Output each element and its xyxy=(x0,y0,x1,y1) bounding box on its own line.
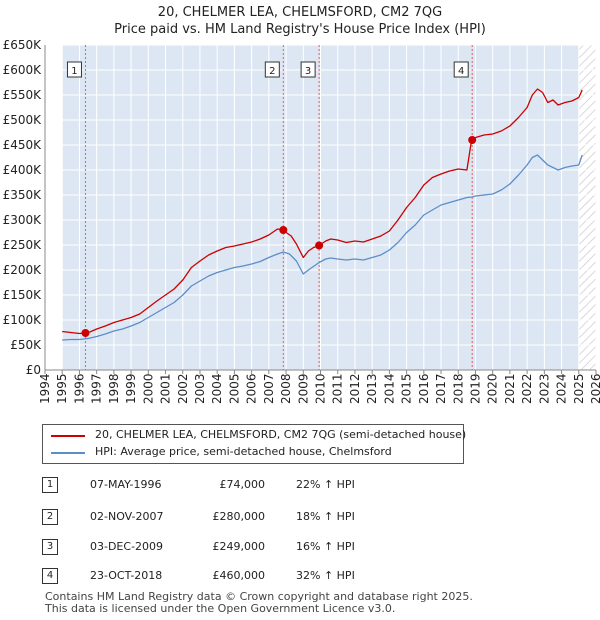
marker-label: 3 xyxy=(305,66,311,77)
sale-point xyxy=(279,226,288,234)
x-tick-label: 2007 xyxy=(262,373,276,404)
x-tick-label: 2012 xyxy=(348,373,362,404)
transaction-hpi-change: 18% ↑ HPI xyxy=(296,510,355,523)
x-tick-label: 2003 xyxy=(193,373,207,404)
transaction-number: 1 xyxy=(42,477,58,493)
y-tick-label: £650K xyxy=(3,38,43,52)
x-tick-label: 1996 xyxy=(72,373,86,404)
legend-property-label: 20, CHELMER LEA, CHELMSFORD, CM2 7QG (se… xyxy=(95,428,467,441)
transaction-hpi-change: 22% ↑ HPI xyxy=(296,478,355,491)
x-tick-label: 2006 xyxy=(245,373,259,404)
y-tick-label: £250K xyxy=(3,238,43,252)
sale-point xyxy=(468,136,477,144)
transaction-number: 2 xyxy=(42,509,58,525)
sale-point xyxy=(315,241,324,250)
legend-property-swatch xyxy=(51,435,85,437)
x-tick-label: 2014 xyxy=(382,373,396,404)
chart-subtitle: Price paid vs. HM Land Registry's House … xyxy=(114,22,486,37)
y-tick-label: £600K xyxy=(3,63,43,77)
x-tick-label: 2022 xyxy=(520,373,534,404)
marker-label: 4 xyxy=(458,66,464,77)
transaction-row: 1 07-MAY-1996 £74,000 22% ↑ HPI xyxy=(0,476,600,498)
x-tick-label: 2020 xyxy=(486,373,500,404)
x-tick-label: 1995 xyxy=(55,373,69,404)
marker-label: 1 xyxy=(71,66,77,77)
marker-label-box xyxy=(453,61,469,78)
x-tick-label: 2004 xyxy=(210,373,224,404)
footer-licence: This data is licensed under the Open Gov… xyxy=(45,602,396,615)
marker-label: 2 xyxy=(269,66,275,77)
x-tick-label: 2005 xyxy=(227,373,241,404)
y-tick-label: £100K xyxy=(3,313,43,327)
y-tick-label: £400K xyxy=(3,163,43,177)
transaction-hpi-change: 32% ↑ HPI xyxy=(296,569,355,582)
x-tick-label: 2002 xyxy=(176,373,190,404)
price-chart: £0 £50K £100K £150K £200K £250K £300K £350K £400… xyxy=(3,38,600,404)
y-tick-label: £200K xyxy=(3,263,43,277)
marker-label-box xyxy=(300,61,316,78)
x-tick-label: 2000 xyxy=(141,373,155,404)
y-tick-label: £500K xyxy=(3,113,43,127)
x-tick-label: 2023 xyxy=(537,373,551,404)
legend-hpi-label: HPI: Average price, semi-detached house,… xyxy=(95,445,392,458)
hatched-region xyxy=(578,45,596,370)
x-tick-label: 2011 xyxy=(331,373,345,404)
marker-label-box xyxy=(264,61,280,78)
x-tick-label: 2025 xyxy=(572,373,586,404)
y-tick-label: £450K xyxy=(3,138,43,152)
marker-label-box xyxy=(66,61,82,78)
transaction-price: £249,000 xyxy=(212,540,266,553)
transaction-row: 3 03-DEC-2009 £249,000 16% ↑ HPI xyxy=(0,538,600,560)
transaction-date: 23-OCT-2018 xyxy=(90,569,163,582)
x-tick-label: 2021 xyxy=(503,373,517,404)
y-tick-label: £300K xyxy=(3,213,43,227)
transaction-number: 4 xyxy=(42,568,58,584)
y-tick-label: £150K xyxy=(3,288,43,302)
x-tick-label: 1997 xyxy=(90,373,104,404)
sale-point xyxy=(81,329,90,337)
x-tick-label: 2010 xyxy=(314,373,328,404)
transaction-date: 02-NOV-2007 xyxy=(90,510,164,523)
y-tick-label: £50K xyxy=(10,338,42,352)
footer-copyright: Contains HM Land Registry data © Crown c… xyxy=(45,590,473,603)
y-tick-label: £550K xyxy=(3,88,43,102)
x-tick-label: 2013 xyxy=(365,373,379,404)
transaction-date: 07-MAY-1996 xyxy=(90,478,162,491)
x-tick-label: 2016 xyxy=(417,373,431,404)
transaction-row: 4 23-OCT-2018 £460,000 32% ↑ HPI xyxy=(0,567,600,589)
x-tick-label: 1998 xyxy=(107,373,121,404)
x-tick-label: 2009 xyxy=(296,373,310,404)
transaction-hpi-change: 16% ↑ HPI xyxy=(296,540,355,553)
x-tick-label: 2019 xyxy=(468,373,482,404)
x-tick-label: 2015 xyxy=(400,373,414,404)
x-tick-label: 2017 xyxy=(434,373,448,404)
x-tick-label: 1999 xyxy=(124,373,138,404)
x-tick-label: 2008 xyxy=(279,373,293,404)
transaction-date: 03-DEC-2009 xyxy=(90,540,164,553)
transaction-price: £74,000 xyxy=(219,478,266,491)
transaction-price: £280,000 xyxy=(212,510,266,523)
y-tick-label: £350K xyxy=(3,188,43,202)
x-tick-label: 2018 xyxy=(451,373,465,404)
chart-legend: 20, CHELMER LEA, CHELMSFORD, CM2 7QG (se… xyxy=(42,424,467,464)
y-tick-label: £0 xyxy=(26,363,41,377)
transaction-row: 2 02-NOV-2007 £280,000 18% ↑ HPI xyxy=(0,508,600,530)
transaction-number: 3 xyxy=(42,539,58,555)
x-tick-label: 2001 xyxy=(159,373,173,404)
series-line-hpi xyxy=(62,154,583,341)
x-tick-label: 2024 xyxy=(555,373,569,404)
chart-title: 20, CHELMER LEA, CHELMSFORD, CM2 7QG xyxy=(157,5,443,20)
series-line-property xyxy=(62,88,583,335)
x-tick-label: 2026 xyxy=(589,373,600,404)
transaction-price: £460,000 xyxy=(212,569,266,582)
legend-hpi-swatch xyxy=(51,452,85,454)
x-tick-label: 1994 xyxy=(38,373,52,404)
